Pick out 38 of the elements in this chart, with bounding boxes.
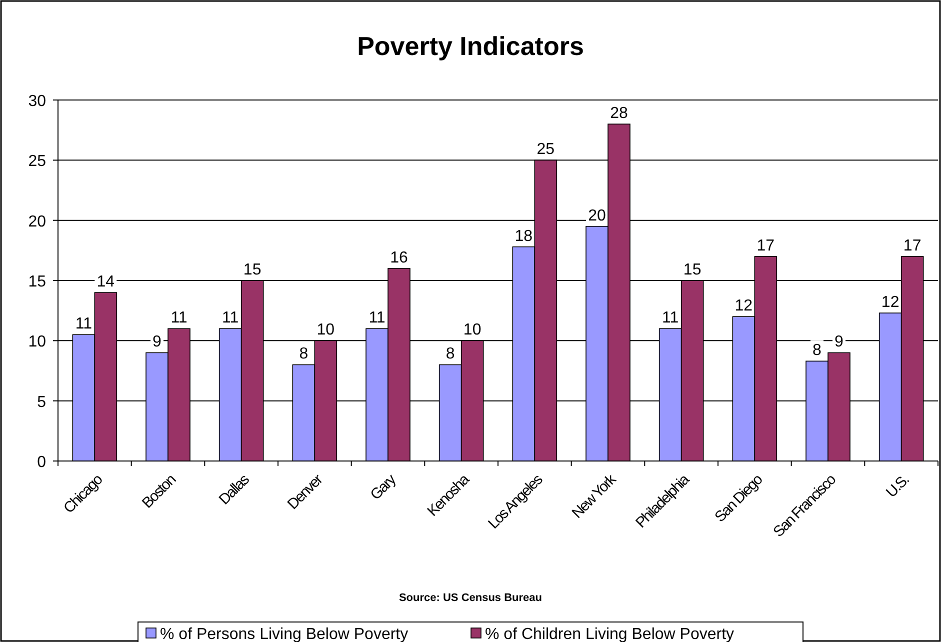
y-tick-label: 25	[28, 153, 46, 170]
data-label: 16	[390, 249, 408, 266]
data-label: 9	[834, 334, 844, 351]
source-note: Source: US Census Bureau	[398, 592, 542, 604]
y-tick-label: 0	[37, 454, 46, 471]
data-label: 12	[734, 298, 753, 315]
data-label: 17	[756, 237, 775, 254]
data-label: 11	[170, 310, 188, 327]
data-label: 10	[463, 322, 482, 339]
legend-label: % of Children Living Below Poverty	[485, 626, 734, 642]
chart-title: Poverty Indicators	[357, 31, 584, 61]
data-label: 17	[903, 237, 922, 254]
data-label: 10	[316, 322, 335, 339]
data-label: 9	[152, 334, 162, 351]
data-label: 8	[812, 342, 822, 360]
y-tick-label: 10	[28, 334, 46, 351]
data-label: 11	[75, 316, 92, 333]
data-label: 20	[588, 207, 606, 224]
x-tick-label: New York	[568, 470, 620, 522]
data-label: 15	[683, 262, 702, 278]
data-label: 11	[222, 310, 239, 327]
data-label: 28	[610, 105, 628, 122]
y-tick-label: 5	[37, 394, 46, 411]
data-label: 8	[446, 346, 455, 363]
y-tick-label: 15	[28, 274, 46, 290]
x-tick-label: Gary	[367, 470, 400, 504]
data-label: 18	[514, 228, 533, 245]
data-label: 8	[299, 346, 308, 363]
legend-label: % of Persons Living Below Poverty	[160, 626, 408, 642]
y-tick-label: 30	[28, 93, 46, 110]
x-tick-label: U.S.	[882, 472, 912, 502]
data-label: 12	[881, 294, 900, 311]
data-label: 25	[536, 141, 555, 158]
data-label: 15	[243, 262, 262, 278]
data-label: 14	[96, 274, 115, 291]
data-label: 11	[662, 310, 679, 327]
data-label: 11	[368, 310, 386, 327]
y-tick-label: 20	[28, 213, 46, 230]
